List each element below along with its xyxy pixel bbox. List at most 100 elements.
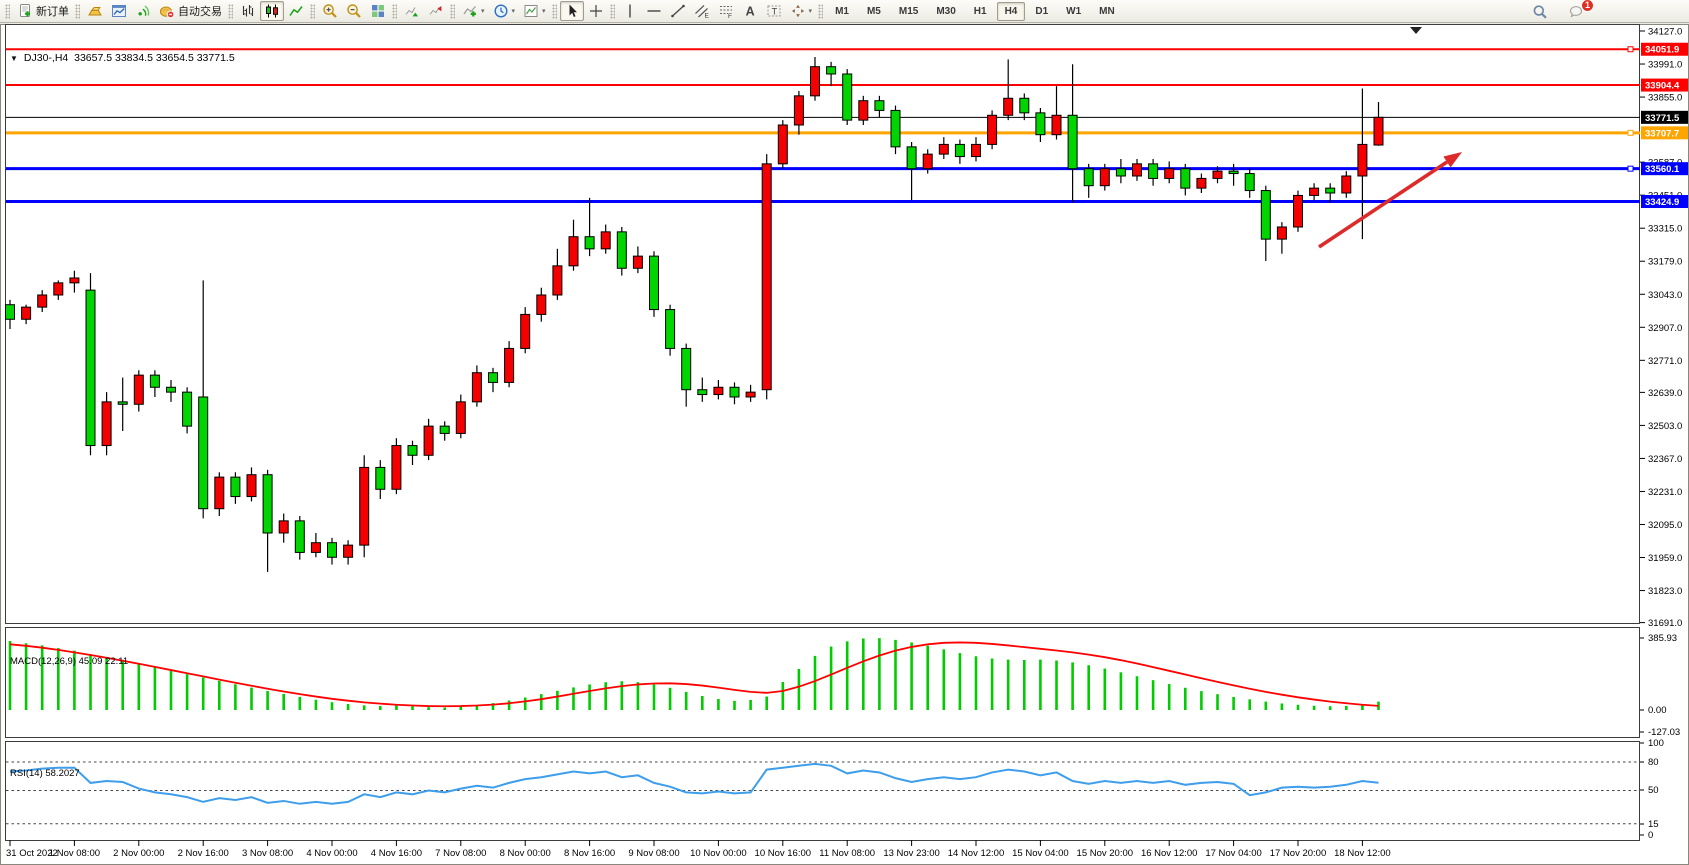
new-chart-button[interactable] [107, 1, 131, 21]
textT-icon: T [767, 5, 781, 17]
vertical-line-button[interactable] [618, 1, 642, 21]
svg-text:34051.9: 34051.9 [1645, 45, 1679, 56]
svg-text:15: 15 [1648, 819, 1659, 830]
chart-shift-marker-icon[interactable] [1410, 27, 1422, 34]
notifications-button[interactable]: 1 [1564, 0, 1594, 22]
svg-text:0: 0 [1648, 830, 1653, 841]
timeframe-m30-button[interactable]: M30 [936, 5, 956, 17]
svg-text:3 Nov 08:00: 3 Nov 08:00 [242, 848, 293, 859]
svg-text:2 Nov 16:00: 2 Nov 16:00 [178, 848, 229, 859]
text-button[interactable]: A [738, 1, 762, 21]
annotation-arrow[interactable] [1318, 152, 1462, 249]
svg-text:F: F [728, 13, 732, 19]
crosshair-button[interactable] [584, 1, 608, 21]
tiles-icon [372, 5, 384, 17]
horizontal-line-button[interactable] [642, 1, 666, 21]
arrows-icon [791, 4, 804, 18]
cursor-button[interactable] [559, 1, 584, 21]
templates-button[interactable]: ▾ [519, 1, 550, 21]
crosshair-icon [589, 5, 602, 17]
new-order-button[interactable]: 新订单 [13, 1, 73, 21]
toolbar-grip [818, 3, 824, 19]
svg-text:33855.0: 33855.0 [1648, 93, 1682, 104]
line-chart-button[interactable] [284, 1, 308, 21]
svg-text:1 Nov 08:00: 1 Nov 08:00 [49, 848, 100, 859]
auto-trading-button-label: 自动交易 [178, 6, 222, 18]
svg-text:11 Nov 08:00: 11 Nov 08:00 [819, 848, 875, 859]
svg-text:32639.0: 32639.0 [1648, 388, 1682, 399]
zoom-out-button[interactable] [342, 1, 366, 21]
trendline-icon [670, 4, 685, 18]
signals-button[interactable] [131, 1, 155, 21]
toolbar-grip [450, 3, 455, 19]
svg-text:31691.0: 31691.0 [1648, 618, 1682, 629]
svg-text:7 Nov 08:00: 7 Nov 08:00 [435, 848, 486, 859]
search-button[interactable] [1528, 2, 1552, 22]
timeframe-h4-button[interactable]: H4 [996, 1, 1026, 21]
fibonacci-button[interactable]: F [714, 1, 738, 21]
svg-text:33043.0: 33043.0 [1648, 290, 1682, 301]
pane-frames [5, 24, 1640, 841]
price-axis[interactable]: 34127.033991.033855.033587.033451.033315… [1640, 27, 1682, 842]
price-badges: 34051.9 33904.4 33771.5 33707.7 33560.1 33424… [1641, 42, 1688, 209]
svg-text:31 Oct 2022: 31 Oct 2022 [6, 848, 58, 859]
candlestick-chart-button[interactable] [260, 1, 284, 21]
svg-text:385.93: 385.93 [1648, 633, 1677, 644]
doc-plus-icon [20, 4, 30, 17]
periods-button[interactable]: ▾ [489, 1, 520, 21]
toolbar-grip [75, 3, 80, 19]
svg-text:32907.0: 32907.0 [1648, 323, 1682, 334]
auto-trading-button[interactable]: 自动交易 [155, 1, 226, 21]
chevron-down-icon: ▾ [511, 7, 516, 15]
toolbar-grip [551, 3, 557, 19]
svg-text:31959.0: 31959.0 [1648, 553, 1682, 564]
notification-badge: 1 [1581, 0, 1594, 12]
svg-text:18 Nov 12:00: 18 Nov 12:00 [1334, 848, 1391, 859]
zoom-out-icon [347, 4, 361, 18]
svg-text:32095.0: 32095.0 [1648, 520, 1682, 531]
timeframe-m5-button[interactable]: M5 [866, 5, 881, 17]
zoom-in-button[interactable] [318, 1, 342, 21]
trendline-button[interactable] [666, 1, 690, 21]
svg-text:15 Nov 04:00: 15 Nov 04:00 [1012, 848, 1069, 859]
cursor-icon [569, 4, 577, 17]
svg-text:0.00: 0.00 [1648, 705, 1667, 716]
toolbar-grip [310, 3, 315, 19]
channel-button[interactable]: E [690, 1, 714, 21]
svg-text:2 Nov 00:00: 2 Nov 00:00 [113, 848, 164, 859]
market-button[interactable] [83, 1, 107, 21]
text-label-button[interactable]: T [762, 1, 786, 21]
indicators-button[interactable]: ▾ [458, 1, 489, 21]
timeframe-m15-button[interactable]: M15 [898, 5, 919, 17]
timeframe-d1-button[interactable]: D1 [1035, 5, 1049, 17]
svg-text:32503.0: 32503.0 [1648, 421, 1682, 432]
gold-icon [88, 7, 102, 16]
candle-chart-icon [266, 4, 278, 18]
svg-text:50: 50 [1648, 785, 1659, 796]
hline-icon [647, 10, 661, 12]
svg-text:13 Nov 23:00: 13 Nov 23:00 [883, 848, 940, 859]
bar-chart-button[interactable] [236, 1, 260, 21]
arrows-button[interactable]: ▾ [786, 1, 817, 21]
candles [5, 56, 1384, 572]
svg-text:8 Nov 00:00: 8 Nov 00:00 [500, 848, 551, 859]
zoom-in-icon [323, 4, 337, 18]
timeframe-m1-button[interactable]: M1 [835, 5, 849, 17]
timeframe-h1-button[interactable]: H1 [973, 5, 987, 17]
svg-text:33179.0: 33179.0 [1648, 257, 1682, 268]
svg-text:E: E [704, 13, 709, 20]
svg-text:17 Nov 20:00: 17 Nov 20:00 [1270, 848, 1327, 859]
svg-text:33560.1: 33560.1 [1645, 164, 1680, 175]
svg-text:T: T [771, 7, 777, 17]
indicators-icon [463, 6, 476, 17]
tile-windows-button[interactable] [366, 1, 390, 21]
horizontal-lines[interactable] [6, 46, 1640, 204]
timeframe-mn-button[interactable]: MN [1099, 5, 1115, 17]
timeframe-w1-button[interactable]: W1 [1066, 5, 1082, 17]
one-click-trading-icon[interactable]: ▼ [10, 53, 18, 63]
chart-shift-button[interactable] [424, 1, 448, 21]
auto-scroll-button[interactable] [400, 1, 424, 21]
toolbar-right: 1 [1528, 0, 1594, 23]
